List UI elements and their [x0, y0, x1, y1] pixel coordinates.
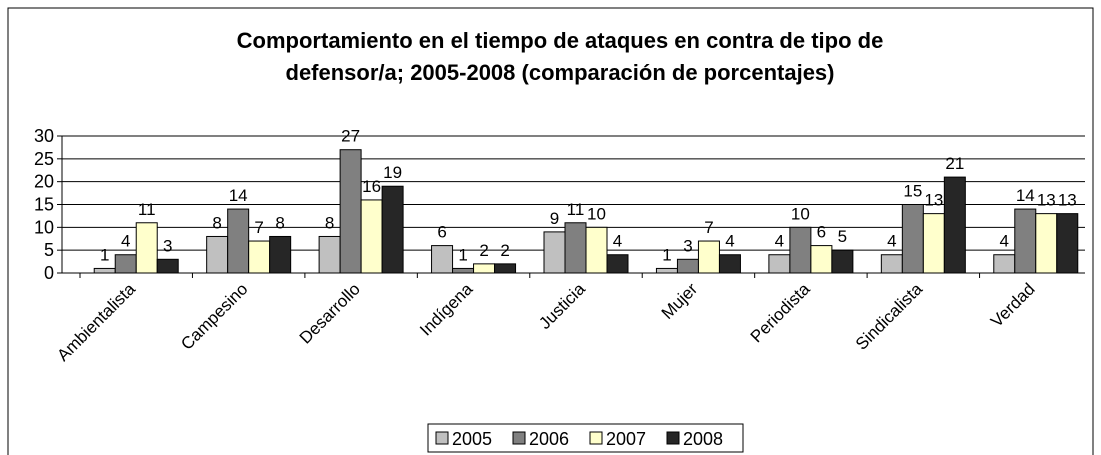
y-tick-label: 0 — [44, 263, 54, 283]
value-label: 13 — [924, 191, 943, 210]
legend-label: 2005 — [452, 429, 492, 449]
y-tick-label: 15 — [34, 195, 54, 215]
value-label: 6 — [437, 223, 446, 242]
bar — [318, 235, 341, 274]
bar — [543, 231, 566, 274]
value-label: 4 — [613, 232, 622, 251]
bar — [697, 240, 720, 274]
bar — [431, 245, 454, 274]
value-label: 1 — [662, 245, 671, 264]
bar — [585, 226, 608, 274]
value-label: 13 — [1037, 191, 1056, 210]
chart-title: defensor/a; 2005-2008 (comparación de po… — [286, 60, 835, 85]
bar — [922, 213, 945, 274]
bar — [676, 258, 699, 274]
bar — [339, 149, 362, 274]
bar — [473, 263, 496, 274]
bar — [943, 176, 966, 274]
value-label: 10 — [587, 204, 606, 223]
legend-label: 2008 — [683, 429, 723, 449]
value-label: 4 — [121, 232, 130, 251]
value-label: 4 — [775, 232, 784, 251]
legend-swatch — [512, 431, 526, 445]
bar — [880, 254, 903, 274]
legend-swatch — [666, 431, 680, 445]
value-label: 2 — [479, 241, 488, 260]
value-label: 7 — [254, 218, 263, 237]
bar — [1056, 213, 1079, 274]
y-tick-label: 5 — [44, 240, 54, 260]
bar — [1035, 213, 1058, 274]
bar — [810, 245, 833, 274]
value-label: 2 — [500, 241, 509, 260]
bar — [993, 254, 1016, 274]
value-label: 10 — [791, 204, 810, 223]
value-label: 14 — [229, 186, 248, 205]
y-tick-label: 30 — [34, 126, 54, 146]
bar — [206, 235, 229, 274]
bar — [93, 267, 116, 274]
legend-label: 2007 — [606, 429, 646, 449]
value-label: 4 — [887, 232, 896, 251]
value-label: 11 — [567, 200, 585, 219]
value-label: 16 — [362, 177, 381, 196]
value-label: 8 — [275, 213, 284, 232]
bar — [114, 254, 137, 274]
y-tick-label: 25 — [34, 149, 54, 169]
bar — [227, 208, 250, 274]
bar — [135, 222, 158, 274]
bar — [901, 204, 924, 274]
value-label: 7 — [704, 218, 713, 237]
value-label: 15 — [903, 182, 922, 201]
value-label: 27 — [341, 127, 360, 146]
bar — [655, 267, 678, 274]
bar — [156, 258, 179, 274]
value-label: 5 — [838, 227, 847, 246]
value-label: 9 — [550, 209, 559, 228]
bar — [718, 254, 741, 274]
value-label: 3 — [683, 236, 692, 255]
legend-box — [427, 423, 744, 453]
legend-label: 2006 — [529, 429, 569, 449]
value-label: 1 — [458, 245, 467, 264]
bar — [248, 240, 271, 274]
value-label: 8 — [325, 213, 334, 232]
y-tick-label: 20 — [34, 172, 54, 192]
bar — [831, 249, 854, 274]
value-label: 14 — [1016, 186, 1035, 205]
bar — [789, 226, 812, 274]
bar — [564, 222, 587, 274]
bar — [494, 263, 517, 274]
value-label: 8 — [212, 213, 221, 232]
value-label: 6 — [817, 223, 826, 242]
legend-swatch — [435, 431, 449, 445]
bar — [360, 199, 383, 274]
bar — [1014, 208, 1037, 274]
bar — [606, 254, 629, 274]
value-label: 3 — [163, 236, 172, 255]
legend-swatch — [589, 431, 603, 445]
bar — [452, 267, 475, 274]
value-label: 21 — [945, 154, 964, 173]
value-label: 11 — [138, 200, 156, 219]
bar — [269, 235, 292, 274]
bar — [381, 185, 404, 274]
value-label: 19 — [383, 163, 402, 182]
value-label: 4 — [1000, 232, 1009, 251]
value-label: 13 — [1058, 191, 1077, 210]
value-label: 4 — [725, 232, 734, 251]
y-tick-label: 10 — [34, 217, 54, 237]
chart-title: Comportamiento en el tiempo de ataques e… — [237, 28, 884, 53]
bar — [768, 254, 791, 274]
value-label: 1 — [100, 245, 109, 264]
